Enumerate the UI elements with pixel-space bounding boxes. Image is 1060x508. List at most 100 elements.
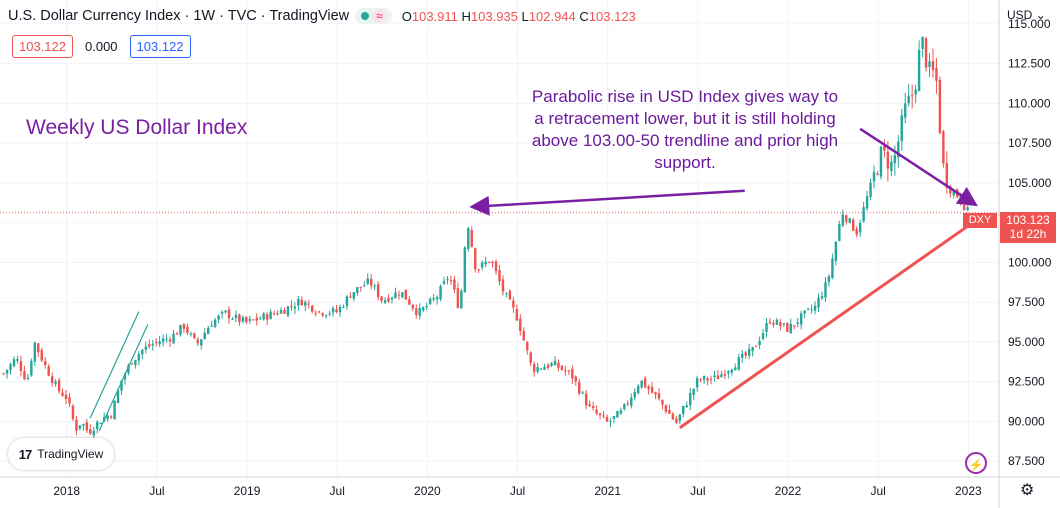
candle-body [75,419,78,431]
candle-body [845,215,848,222]
candle-body [661,399,664,405]
lightning-icon[interactable]: ⚡ [965,452,987,474]
candle-body [151,344,154,346]
candle-body [144,346,147,350]
x-tick-label: 2021 [594,484,621,498]
candle-body [217,315,220,320]
candle-body [671,413,675,420]
candle-body [5,369,9,374]
y-tick-label: 115.000 [1008,17,1051,31]
candle-body [623,403,626,409]
candle-body [369,279,373,286]
candle-body [824,282,827,298]
candle-body [64,394,68,399]
candle-body [865,196,869,209]
trendline[interactable] [678,218,979,429]
candle-body [498,270,501,282]
candle-body [311,305,314,312]
candle-body [401,292,404,298]
candle-body [924,38,928,68]
candle-body [213,319,217,327]
candle-body [571,368,574,379]
candle-body [71,405,75,420]
candle-body [806,308,810,310]
annotation-arrow[interactable] [859,127,978,207]
candle-body [262,313,265,320]
currency-label[interactable]: USD ⌄ [1007,8,1046,22]
candle-body [515,309,519,321]
candle-body [297,298,300,306]
candle-body [591,406,595,409]
symbol-title[interactable]: U.S. Dollar Currency Index · 1W · TVC · … [8,8,350,24]
buy-price-box[interactable]: 103.122 [129,35,191,58]
candle-body [928,61,931,67]
candle-body [799,313,803,325]
candle-body [123,374,127,380]
x-tick-label: Jul [510,484,525,498]
time-scale[interactable]: 2018 Jul 2019 Jul 2020 Jul 2021 Jul 2022 Jul 2023 [53,484,982,498]
candle-body [716,375,720,380]
candle-body [113,401,116,420]
candle-body [380,296,383,301]
candle-body [557,362,560,368]
candle-body [78,425,82,429]
price-scale[interactable]: 87.50090.00092.50095.00097.500100.000102… [1008,17,1052,468]
candle-body [234,314,238,319]
y-tick-label: 92.500 [1008,375,1045,389]
candle-body [782,323,786,325]
candle-body [293,306,297,309]
x-tick-label: 2023 [955,484,982,498]
candle-body [879,146,883,177]
candle-body [553,360,557,366]
candle-body [529,352,532,363]
ohlc-readout: O103.911 H103.935 L102.944 C103.123 [401,8,636,24]
candle-body [390,297,394,300]
market-status-pill[interactable]: ≈ [355,8,392,24]
candle-body [92,430,95,436]
candle-body [127,365,130,374]
candle-body [349,296,352,298]
candle-body [494,261,498,272]
tradingview-logo[interactable]: 17 TradingView [8,438,114,470]
y-tick-label: 87.500 [1008,454,1045,468]
candle-body [9,364,12,371]
candle-body [154,341,158,343]
candle-body [751,347,754,352]
annotation-arrow[interactable] [469,189,745,216]
candle-body [550,363,553,366]
candle-body [636,385,640,394]
candle-body [848,218,851,223]
candle-body [446,279,449,281]
y-tick-label: 97.500 [1008,295,1045,309]
candle-body [404,289,408,300]
candle-body [775,319,779,325]
candle-body [453,279,456,290]
trendline[interactable] [89,311,140,419]
candle-body [439,285,442,300]
candle-body [307,303,310,305]
candle-body [61,392,64,396]
candle-body [522,331,525,341]
candle-body [231,318,234,320]
candle-body [723,374,727,376]
candle-body [682,405,685,415]
gear-icon[interactable]: ⚙ [1020,482,1035,499]
candle-body [626,403,630,405]
candle-body [581,392,584,394]
market-open-icon [361,12,370,20]
candle-body [179,324,182,335]
candle-body [435,297,439,300]
candle-body [747,348,751,356]
candle-body [706,378,709,381]
candle-body [304,301,307,306]
candle-body [734,367,737,371]
candle-body [810,309,813,311]
trendline[interactable] [98,324,149,432]
candle-body [255,317,258,321]
candle-body [148,344,151,347]
candle-body [872,171,876,182]
candle-body [172,333,175,344]
candle-body [470,230,473,247]
sell-price-box[interactable]: 103.122 [12,35,73,58]
